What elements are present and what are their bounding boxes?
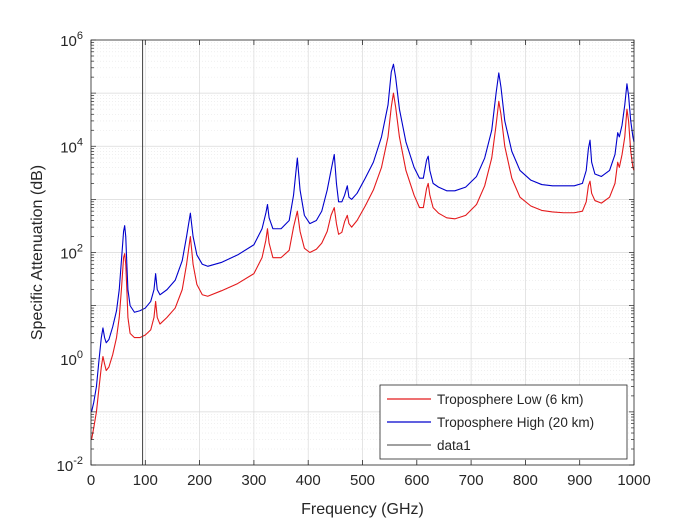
x-tick-label: 600 [404, 472, 429, 489]
x-tick-label: 100 [133, 472, 158, 489]
x-tick-label: 900 [567, 472, 592, 489]
y-tick-label-exponent: -2 [73, 455, 83, 467]
x-axis-label: Frequency (GHz) [301, 501, 424, 518]
y-tick-label: 104 [60, 136, 83, 156]
x-tick-label: 800 [513, 472, 538, 489]
x-tick-label: 1000 [617, 472, 650, 489]
legend-label-1: Troposphere Low (6 km) [437, 392, 584, 407]
legend-label-3: data1 [437, 438, 471, 453]
series-line-2 [91, 63, 635, 413]
y-axis-label: Specific Attenuation (dB) [29, 165, 46, 340]
y-tick-label-exponent: 6 [77, 30, 83, 42]
y-tick-label-base: 10 [60, 246, 77, 263]
y-tick-label: 100 [60, 349, 83, 369]
x-tick-label: 300 [241, 472, 266, 489]
y-tick-label-exponent: 4 [77, 136, 83, 148]
y-tick-label: 106 [60, 30, 83, 50]
y-tick-label: 10-2 [57, 455, 83, 475]
x-tick-label: 400 [296, 472, 321, 489]
x-tick-label: 200 [187, 472, 212, 489]
y-tick-label: 102 [60, 243, 83, 263]
legend-entries: Troposphere Low (6 km) Troposphere High (… [387, 392, 594, 453]
y-tick-label-base: 10 [60, 33, 77, 50]
x-tick-label: 700 [459, 472, 484, 489]
grid [90, 39, 635, 466]
y-tick-label-base: 10 [57, 458, 74, 475]
y-tick-label-exponent: 0 [77, 349, 83, 361]
x-tick-label: 0 [87, 472, 95, 489]
legend: Troposphere Low (6 km) Troposphere High (… [379, 384, 628, 460]
y-tick-label-base: 10 [60, 139, 77, 156]
y-tick-label-exponent: 2 [77, 243, 83, 255]
series-lines [90, 40, 635, 465]
x-tick-labels: 0 100 200 300 400 500 600 700 800 900 1000 [87, 472, 651, 489]
y-tick-label-base: 10 [60, 352, 77, 369]
series-line-1 [90, 92, 635, 440]
ticks [90, 39, 635, 466]
x-tick-label: 500 [350, 472, 375, 489]
legend-label-2: Troposphere High (20 km) [437, 415, 594, 430]
